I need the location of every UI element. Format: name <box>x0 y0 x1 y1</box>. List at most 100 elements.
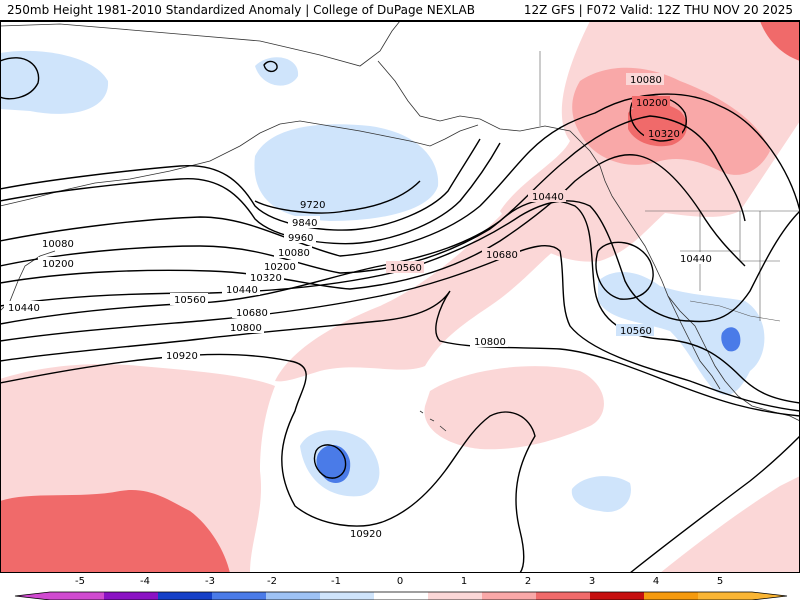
contour-label: 10440 <box>222 283 260 296</box>
contour-label: 9960 <box>284 231 316 244</box>
header-bar: 250mb Height 1981-2010 Standardized Anom… <box>0 0 800 21</box>
colorbar-segment <box>320 592 375 600</box>
contour-label: 10560 <box>386 261 424 274</box>
contour-label-text: 10320 <box>250 273 282 284</box>
contour-label-text: 9960 <box>288 233 313 244</box>
colorbar-segment <box>104 592 159 600</box>
contour-label-text: 10200 <box>42 259 74 270</box>
contour-label-text: 10200 <box>636 98 668 109</box>
contour-9840 <box>0 138 481 231</box>
contour-label-text: 10440 <box>532 192 564 203</box>
colorbar-segment <box>158 592 213 600</box>
contour-label: 10800 <box>226 321 264 334</box>
colorbar-segment <box>644 592 699 600</box>
anomaly-area-alaska-negative <box>255 57 299 86</box>
colorbar-outline <box>14 591 788 600</box>
colorbar-tick: 4 <box>653 576 659 587</box>
anomaly-map: 9720 9840 9960 10080 10200 10320 10440 1… <box>0 21 800 573</box>
contour-label-text: 10560 <box>174 295 206 306</box>
coastline-alaska-peninsula <box>279 120 479 147</box>
contour-label-text: 10440 <box>8 303 40 314</box>
colorbar-tick: 2 <box>525 576 531 587</box>
colorbar-segment <box>374 592 429 600</box>
anomaly-area-central-pacific-positive <box>424 366 604 450</box>
contour-label-text: 10800 <box>474 337 506 348</box>
anomaly-area-sw-positive-strong <box>0 490 230 573</box>
contour-label-text: 10560 <box>390 263 422 274</box>
colorbar-segments <box>15 592 787 600</box>
colorbar-tick: 3 <box>589 576 595 587</box>
colorbar-legend: -5 -4 -3 -2 -1 0 1 2 3 4 5 <box>0 573 800 600</box>
contour-label: 10440 <box>676 252 714 265</box>
contour-label: 9720 <box>296 198 328 211</box>
contour-south-east <box>629 435 800 573</box>
coastline-gulf-alaska <box>377 60 613 197</box>
model-run-info: 12Z GFS | F072 Valid: 12Z THU NOV 20 202… <box>523 3 793 17</box>
coastlines <box>0 21 800 432</box>
contour-label: 10560 <box>616 324 654 337</box>
contour-label: 10320 <box>644 127 682 140</box>
coastline-hawaii <box>419 410 447 432</box>
contour-9720 <box>254 180 421 214</box>
coastline-north-america <box>611 195 800 422</box>
contour-label-text: 10680 <box>236 308 268 319</box>
colorbar-tick-labels: -5 -4 -3 -2 -1 0 1 2 3 4 5 <box>75 576 723 587</box>
anomaly-area-ne-corner-max <box>760 21 800 61</box>
contour-label: 10920 <box>162 349 200 362</box>
contour-10080 <box>0 93 800 257</box>
contour-label-text: 9840 <box>292 218 317 229</box>
contour-label-text: 10200 <box>264 262 296 273</box>
contour-label: 10200 <box>38 257 76 270</box>
contour-label: 10080 <box>274 246 312 259</box>
contour-labels: 9720 9840 9960 10080 10200 10320 10440 1… <box>4 73 714 540</box>
anomaly-area-baja-core <box>721 327 741 352</box>
colorbar-tick: -5 <box>75 576 85 587</box>
colorbar-extend-right <box>752 592 787 600</box>
border-us-mexico <box>689 300 781 322</box>
border-us-states <box>680 211 780 321</box>
colorbar-segment <box>536 592 591 600</box>
colorbar-segment <box>50 592 105 600</box>
contour-label-text: 10920 <box>350 529 382 540</box>
contour-9960 <box>0 142 501 245</box>
map-title: 250mb Height 1981-2010 Standardized Anom… <box>7 3 475 17</box>
colorbar-segment <box>428 592 483 600</box>
anomaly-area-baja-negative <box>598 271 765 395</box>
contour-label: 10080 <box>38 237 76 250</box>
contour-label: 10440 <box>528 190 566 203</box>
contour-label-text: 10680 <box>486 250 518 261</box>
contour-label: 10560 <box>170 293 208 306</box>
colorbar-tick: 0 <box>397 576 403 587</box>
contour-label: 10920 <box>346 527 384 540</box>
contour-10920 <box>0 353 536 573</box>
colorbar-tick: -3 <box>205 576 215 587</box>
contour-small-circle <box>263 60 278 73</box>
contour-label: 10440 <box>4 301 42 314</box>
colorbar-tick: 1 <box>461 576 467 587</box>
contour-label-text: 10560 <box>620 326 652 337</box>
colorbar-extend-left <box>15 592 50 600</box>
contour-label-text: 10440 <box>226 285 258 296</box>
colorbar-segment <box>266 592 321 600</box>
anomaly-area-nw-negative <box>0 50 109 114</box>
contour-label: 10800 <box>470 335 508 348</box>
colorbar-segment <box>482 592 537 600</box>
contour-10320 <box>0 154 746 290</box>
contour-label: 10320 <box>246 271 284 284</box>
political-borders <box>539 51 800 322</box>
contour-label: 10080 <box>626 73 664 86</box>
anomaly-area-south-negative <box>571 476 631 512</box>
contour-label-text: 10440 <box>680 254 712 265</box>
colorbar-segment <box>590 592 645 600</box>
anomaly-area-gulf-negative <box>254 124 439 221</box>
contour-label: 10200 <box>260 260 298 273</box>
contour-cutoff-ring <box>313 444 347 479</box>
contour-label: 10680 <box>482 248 520 261</box>
contour-label: 9840 <box>288 216 320 229</box>
colorbar-segment <box>698 592 753 600</box>
contour-10800 <box>0 290 800 417</box>
coastline-baja <box>667 295 721 390</box>
contour-10200 <box>0 115 746 274</box>
contour-label-text: 10080 <box>42 239 74 250</box>
